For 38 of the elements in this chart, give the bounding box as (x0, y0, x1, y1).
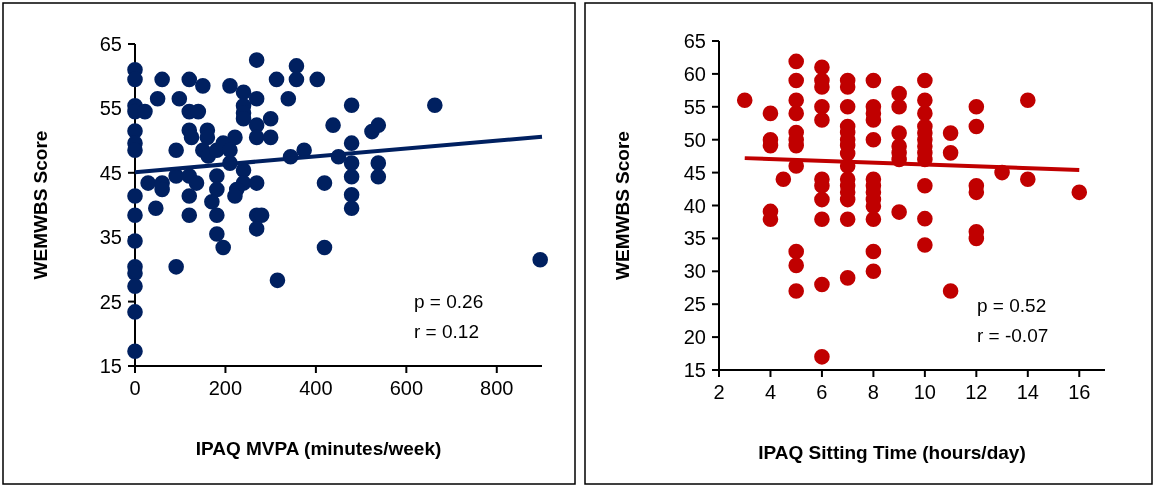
x-axis-title: IPAQ Sitting Time (hours/day) (758, 442, 1026, 463)
y-tick-label: 40 (683, 194, 706, 217)
y-tick-label: 45 (683, 161, 706, 184)
annotation: r = -0.07 (977, 325, 1049, 346)
x-tick-label: 0 (129, 377, 141, 399)
y-tick-label: 55 (683, 95, 706, 118)
annotation: p = 0.26 (414, 291, 484, 312)
x-tick-label: 16 (1068, 381, 1091, 403)
x-tick-label: 12 (965, 381, 988, 403)
y-tick-label: 15 (99, 355, 122, 377)
x-tick-label: 400 (299, 377, 333, 399)
x-tick-label: 800 (480, 377, 514, 399)
x-tick-label: 8 (867, 381, 879, 403)
x-tick-label: 4 (764, 381, 777, 403)
y-tick-label: 65 (683, 30, 706, 52)
y-axis-title: WEMWBS Score (30, 130, 51, 280)
y-tick-label: 65 (99, 33, 122, 55)
y-tick-label: 60 (683, 62, 706, 85)
y-tick-label: 25 (683, 293, 706, 316)
x-tick-label: 6 (816, 381, 828, 403)
x-tick-label: 10 (913, 381, 936, 403)
x-tick-label: 2 (713, 381, 725, 403)
y-tick-label: 15 (683, 359, 706, 381)
y-tick-label: 20 (683, 326, 706, 349)
x-axis-title: IPAQ MVPA (minutes/week) (195, 438, 442, 459)
y-tick-label: 50 (683, 128, 706, 151)
y-tick-label: 30 (683, 260, 706, 283)
y-tick-label: 35 (99, 226, 122, 249)
x-tick-label: 200 (208, 377, 243, 399)
x-tick-label: 14 (1016, 381, 1039, 403)
y-tick-label: 35 (683, 227, 706, 250)
annotation: r = 0.12 (414, 321, 479, 342)
y-axis-title: WEMWBS Score (612, 131, 633, 280)
x-tick-label: 600 (389, 377, 424, 399)
annotation: p = 0.52 (977, 295, 1047, 316)
y-tick-label: 25 (99, 290, 122, 313)
y-tick-label: 45 (99, 161, 122, 184)
y-tick-label: 55 (99, 97, 122, 120)
